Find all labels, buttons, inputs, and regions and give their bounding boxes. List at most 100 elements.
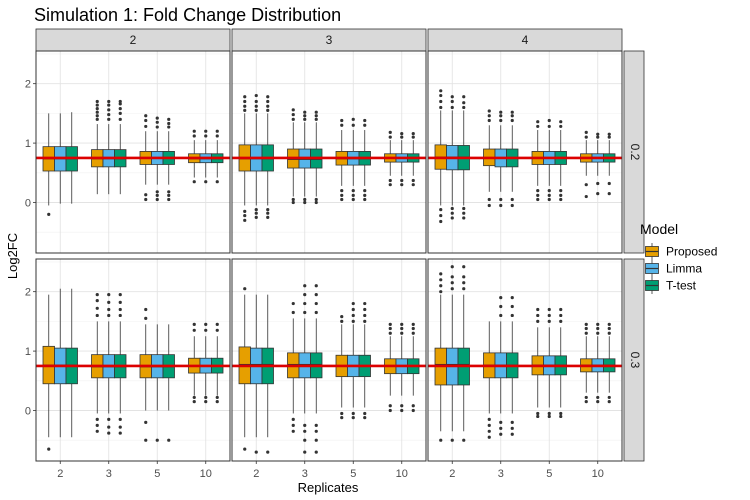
outlier-point [607, 135, 611, 139]
outlier-point [303, 200, 307, 205]
outlier-point [439, 290, 443, 294]
outlier-point [204, 328, 208, 332]
outlier-point [510, 197, 514, 202]
outlier-point [47, 212, 51, 216]
outlier-point [450, 216, 454, 220]
outlier-point [400, 404, 404, 408]
legend-label: Limma [666, 262, 702, 276]
outlier-point [584, 183, 588, 187]
outlier-point [388, 322, 392, 326]
outlier-point [303, 110, 307, 114]
outlier-point [192, 134, 196, 138]
outlier-point [607, 399, 611, 404]
outlier-point [291, 197, 295, 202]
outlier-point [439, 89, 443, 93]
outlier-point [95, 117, 99, 121]
outlier-point [584, 135, 588, 139]
outlier-point [450, 211, 454, 215]
x-tick-label: 10 [396, 468, 408, 480]
outlier-point [388, 178, 392, 183]
outlier-point [254, 211, 258, 215]
outlier-point [107, 431, 111, 435]
legend-title: Model [640, 221, 678, 237]
outlier-point [411, 178, 415, 183]
outlier-point [411, 135, 415, 139]
outlier-point [167, 190, 171, 194]
facet-panel [427, 50, 623, 254]
legend-key [645, 277, 659, 294]
legend: Model Proposed Limma T-test [640, 221, 717, 294]
outlier-point [388, 331, 392, 335]
panel-border [427, 50, 623, 254]
outlier-point [499, 304, 503, 309]
outlier-point [499, 296, 503, 300]
outlier-point [314, 423, 318, 427]
outlier-point [462, 206, 466, 211]
x-tick-label: 5 [546, 468, 552, 480]
outlier-point [363, 313, 367, 318]
outlier-point [487, 118, 491, 123]
outlier-point [510, 203, 514, 208]
outlier-point [607, 331, 611, 335]
outlier-point [462, 95, 466, 99]
outlier-point [351, 301, 355, 306]
outlier-point [450, 281, 454, 285]
outlier-point [584, 399, 588, 404]
outlier-point [363, 416, 367, 420]
outlier-point [607, 191, 611, 196]
outlier-point [439, 99, 443, 104]
outlier-point [215, 328, 219, 332]
outlier-point [499, 203, 503, 208]
outlier-point [351, 189, 355, 193]
outlier-point [487, 114, 491, 118]
outlier-point [107, 103, 111, 107]
outlier-point [155, 197, 159, 202]
outlier-point [584, 331, 588, 335]
outlier-point [266, 104, 270, 108]
outlier-point [95, 429, 99, 433]
outlier-point [118, 99, 122, 104]
outlier-point [439, 219, 443, 224]
outlier-point [450, 275, 454, 279]
outlier-point [411, 331, 415, 335]
outlier-point [340, 197, 344, 202]
outlier-point [510, 110, 514, 114]
outlier-point [243, 447, 247, 451]
outlier-point [596, 132, 600, 136]
outlier-point [155, 120, 159, 124]
outlier-point [314, 293, 318, 297]
outlier-point [167, 438, 171, 442]
outlier-point [314, 284, 318, 288]
outlier-point [351, 193, 355, 197]
outlier-point [547, 118, 551, 123]
outlier-point [291, 301, 295, 306]
outlier-point [204, 134, 208, 138]
outlier-point [144, 197, 148, 202]
outlier-point [510, 118, 514, 123]
y-tick-label: 0 [25, 406, 31, 418]
outlier-point [536, 414, 540, 419]
panel-border [231, 258, 427, 462]
outlier-point [510, 296, 514, 300]
outlier-point [536, 307, 540, 312]
outlier-point [155, 193, 159, 197]
outlier-point [303, 301, 307, 306]
outlier-point [167, 117, 171, 121]
outlier-point [400, 135, 404, 139]
outlier-point [363, 118, 367, 123]
outlier-point [363, 301, 367, 306]
outlier-point [607, 322, 611, 326]
outlier-point [95, 298, 99, 303]
outlier-point [559, 189, 563, 193]
outlier-point [450, 287, 454, 291]
outlier-point [303, 284, 307, 288]
panel-border [427, 258, 623, 462]
outlier-point [266, 108, 270, 113]
outlier-point [499, 420, 503, 424]
outlier-point [596, 135, 600, 139]
outlier-point [243, 95, 247, 99]
outlier-point [363, 307, 367, 312]
outlier-point [400, 331, 404, 335]
outlier-point [95, 103, 99, 107]
outlier-point [596, 399, 600, 404]
